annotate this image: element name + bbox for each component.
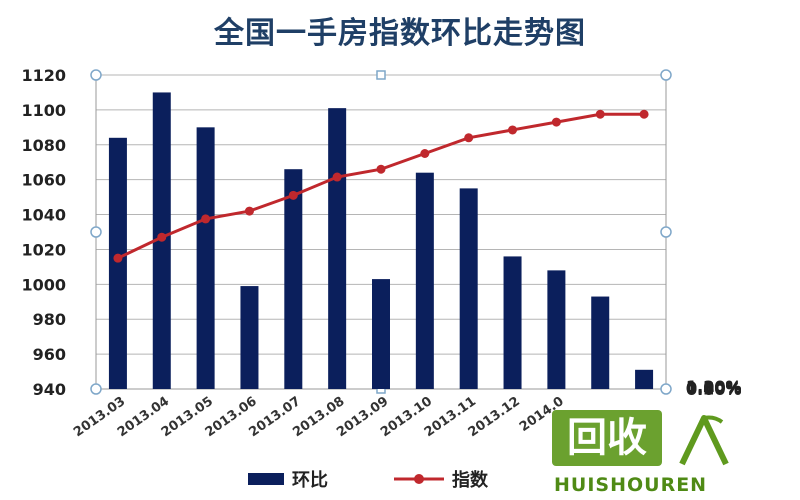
bar <box>284 169 303 389</box>
line-point <box>113 253 123 263</box>
line-point <box>157 232 167 242</box>
y-left-tick-label: 1060 <box>21 171 66 190</box>
bar <box>372 279 390 389</box>
y-left-tick-label: 1100 <box>21 101 66 120</box>
legend-line-marker <box>414 474 424 484</box>
bar <box>591 296 610 389</box>
line-point <box>508 125 518 135</box>
bar <box>635 369 654 389</box>
y-left-tick-label: 1000 <box>21 275 66 294</box>
watermark: 回收 HUISHOUREN <box>552 410 792 500</box>
y-left-tick-label: 980 <box>33 310 66 329</box>
legend-bar-label: 环比 <box>292 470 328 491</box>
bar <box>547 270 566 389</box>
line-point <box>332 172 342 182</box>
legend-line-label: 指数 <box>452 469 489 491</box>
line-point <box>376 164 386 174</box>
watermark-text: HUISHOUREN <box>554 474 708 496</box>
y-left-tick-label: 1040 <box>21 206 66 225</box>
selection-handle <box>90 69 102 81</box>
y-right-tick-label: 1.20% <box>686 377 742 396</box>
line-point <box>551 117 561 127</box>
line-point <box>244 206 254 216</box>
y-left-tick-label: 1120 <box>21 66 66 85</box>
y-left-tick-label: 940 <box>33 380 66 399</box>
line-point <box>595 109 605 119</box>
y-right-tick-label: 0.60% <box>686 378 742 397</box>
chart-title: 全国一手房指数环比走势图 <box>214 16 586 51</box>
y-left-tick-label: 1080 <box>21 136 66 155</box>
selection-handle <box>90 226 102 238</box>
selection-handle <box>660 383 672 395</box>
y-right-tick-label: 0.00% <box>686 380 742 399</box>
bar <box>108 137 127 389</box>
y-right-tick-label: 0.40% <box>686 379 742 398</box>
line-point <box>288 190 298 200</box>
line-point <box>639 109 649 119</box>
y-left-tick-label: 960 <box>33 345 66 364</box>
selection-handle <box>660 69 672 81</box>
bar <box>459 188 478 389</box>
bar <box>328 108 347 390</box>
selection-handle <box>90 383 102 395</box>
y-right-tick-label: 0.80% <box>686 378 742 397</box>
bar <box>503 256 522 389</box>
bar <box>415 172 434 389</box>
selection-handle <box>376 70 386 80</box>
leaf-icon <box>679 415 729 466</box>
y-right-tick-label: 0.20% <box>686 379 742 398</box>
line-point <box>464 133 474 143</box>
bar <box>240 286 259 389</box>
y-left-tick-label: 1020 <box>21 240 66 259</box>
watermark-logo: 回收 <box>552 410 662 466</box>
selection-handle <box>660 226 672 238</box>
legend-bar-swatch <box>248 473 284 485</box>
y-right-tick-label: 1.00% <box>686 377 742 396</box>
line-point <box>420 149 430 158</box>
bar <box>196 127 215 389</box>
line-point <box>201 214 211 224</box>
